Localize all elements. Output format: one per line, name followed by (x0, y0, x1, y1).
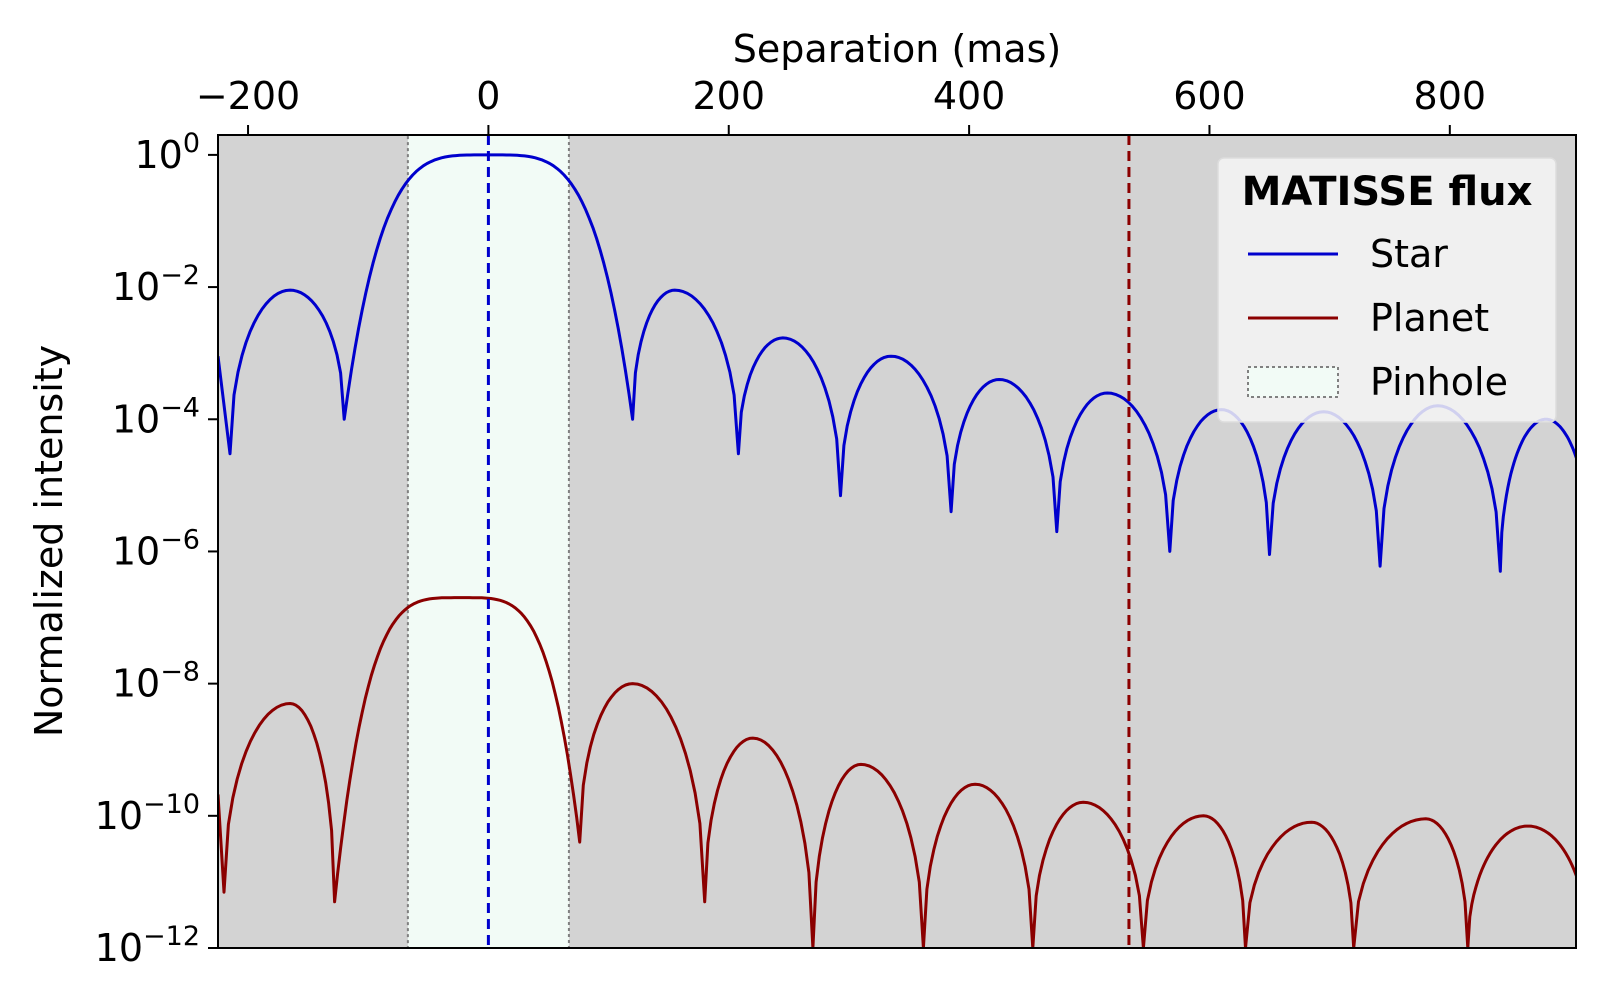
legend: MATISSE flux Star Planet Pinhole (1218, 158, 1556, 422)
y-tick-label: 10−10 (95, 789, 200, 838)
y-tick-label: 10−8 (112, 657, 200, 706)
y-tick-label: 10−4 (112, 392, 200, 441)
x-tick-label: 400 (933, 74, 1006, 118)
y-axis-title: Normalized intensity (27, 345, 71, 737)
y-tick-label: 100 (134, 128, 200, 177)
x-tick-label: 800 (1414, 74, 1487, 118)
legend-label-pinhole: Pinhole (1370, 360, 1508, 404)
x-tick-label: 200 (692, 74, 765, 118)
legend-label-star: Star (1370, 232, 1448, 276)
x-tick-label: −200 (196, 74, 300, 118)
y-tick-label: 10−6 (112, 524, 200, 573)
legend-swatch-pinhole (1248, 367, 1338, 397)
y-axis-ticks: 100 10−2 10−4 10−6 10−8 10−10 10−12 (95, 128, 218, 970)
x-tick-label: 0 (476, 74, 500, 118)
x-axis-ticks: −200 0 200 400 600 800 (196, 74, 1486, 135)
y-tick-label: 10−2 (112, 260, 200, 309)
x-tick-label: 600 (1173, 74, 1246, 118)
x-axis-title: Separation (mas) (733, 27, 1061, 71)
legend-title: MATISSE flux (1242, 169, 1533, 215)
y-tick-label: 10−12 (95, 921, 200, 970)
legend-label-planet: Planet (1370, 296, 1489, 340)
